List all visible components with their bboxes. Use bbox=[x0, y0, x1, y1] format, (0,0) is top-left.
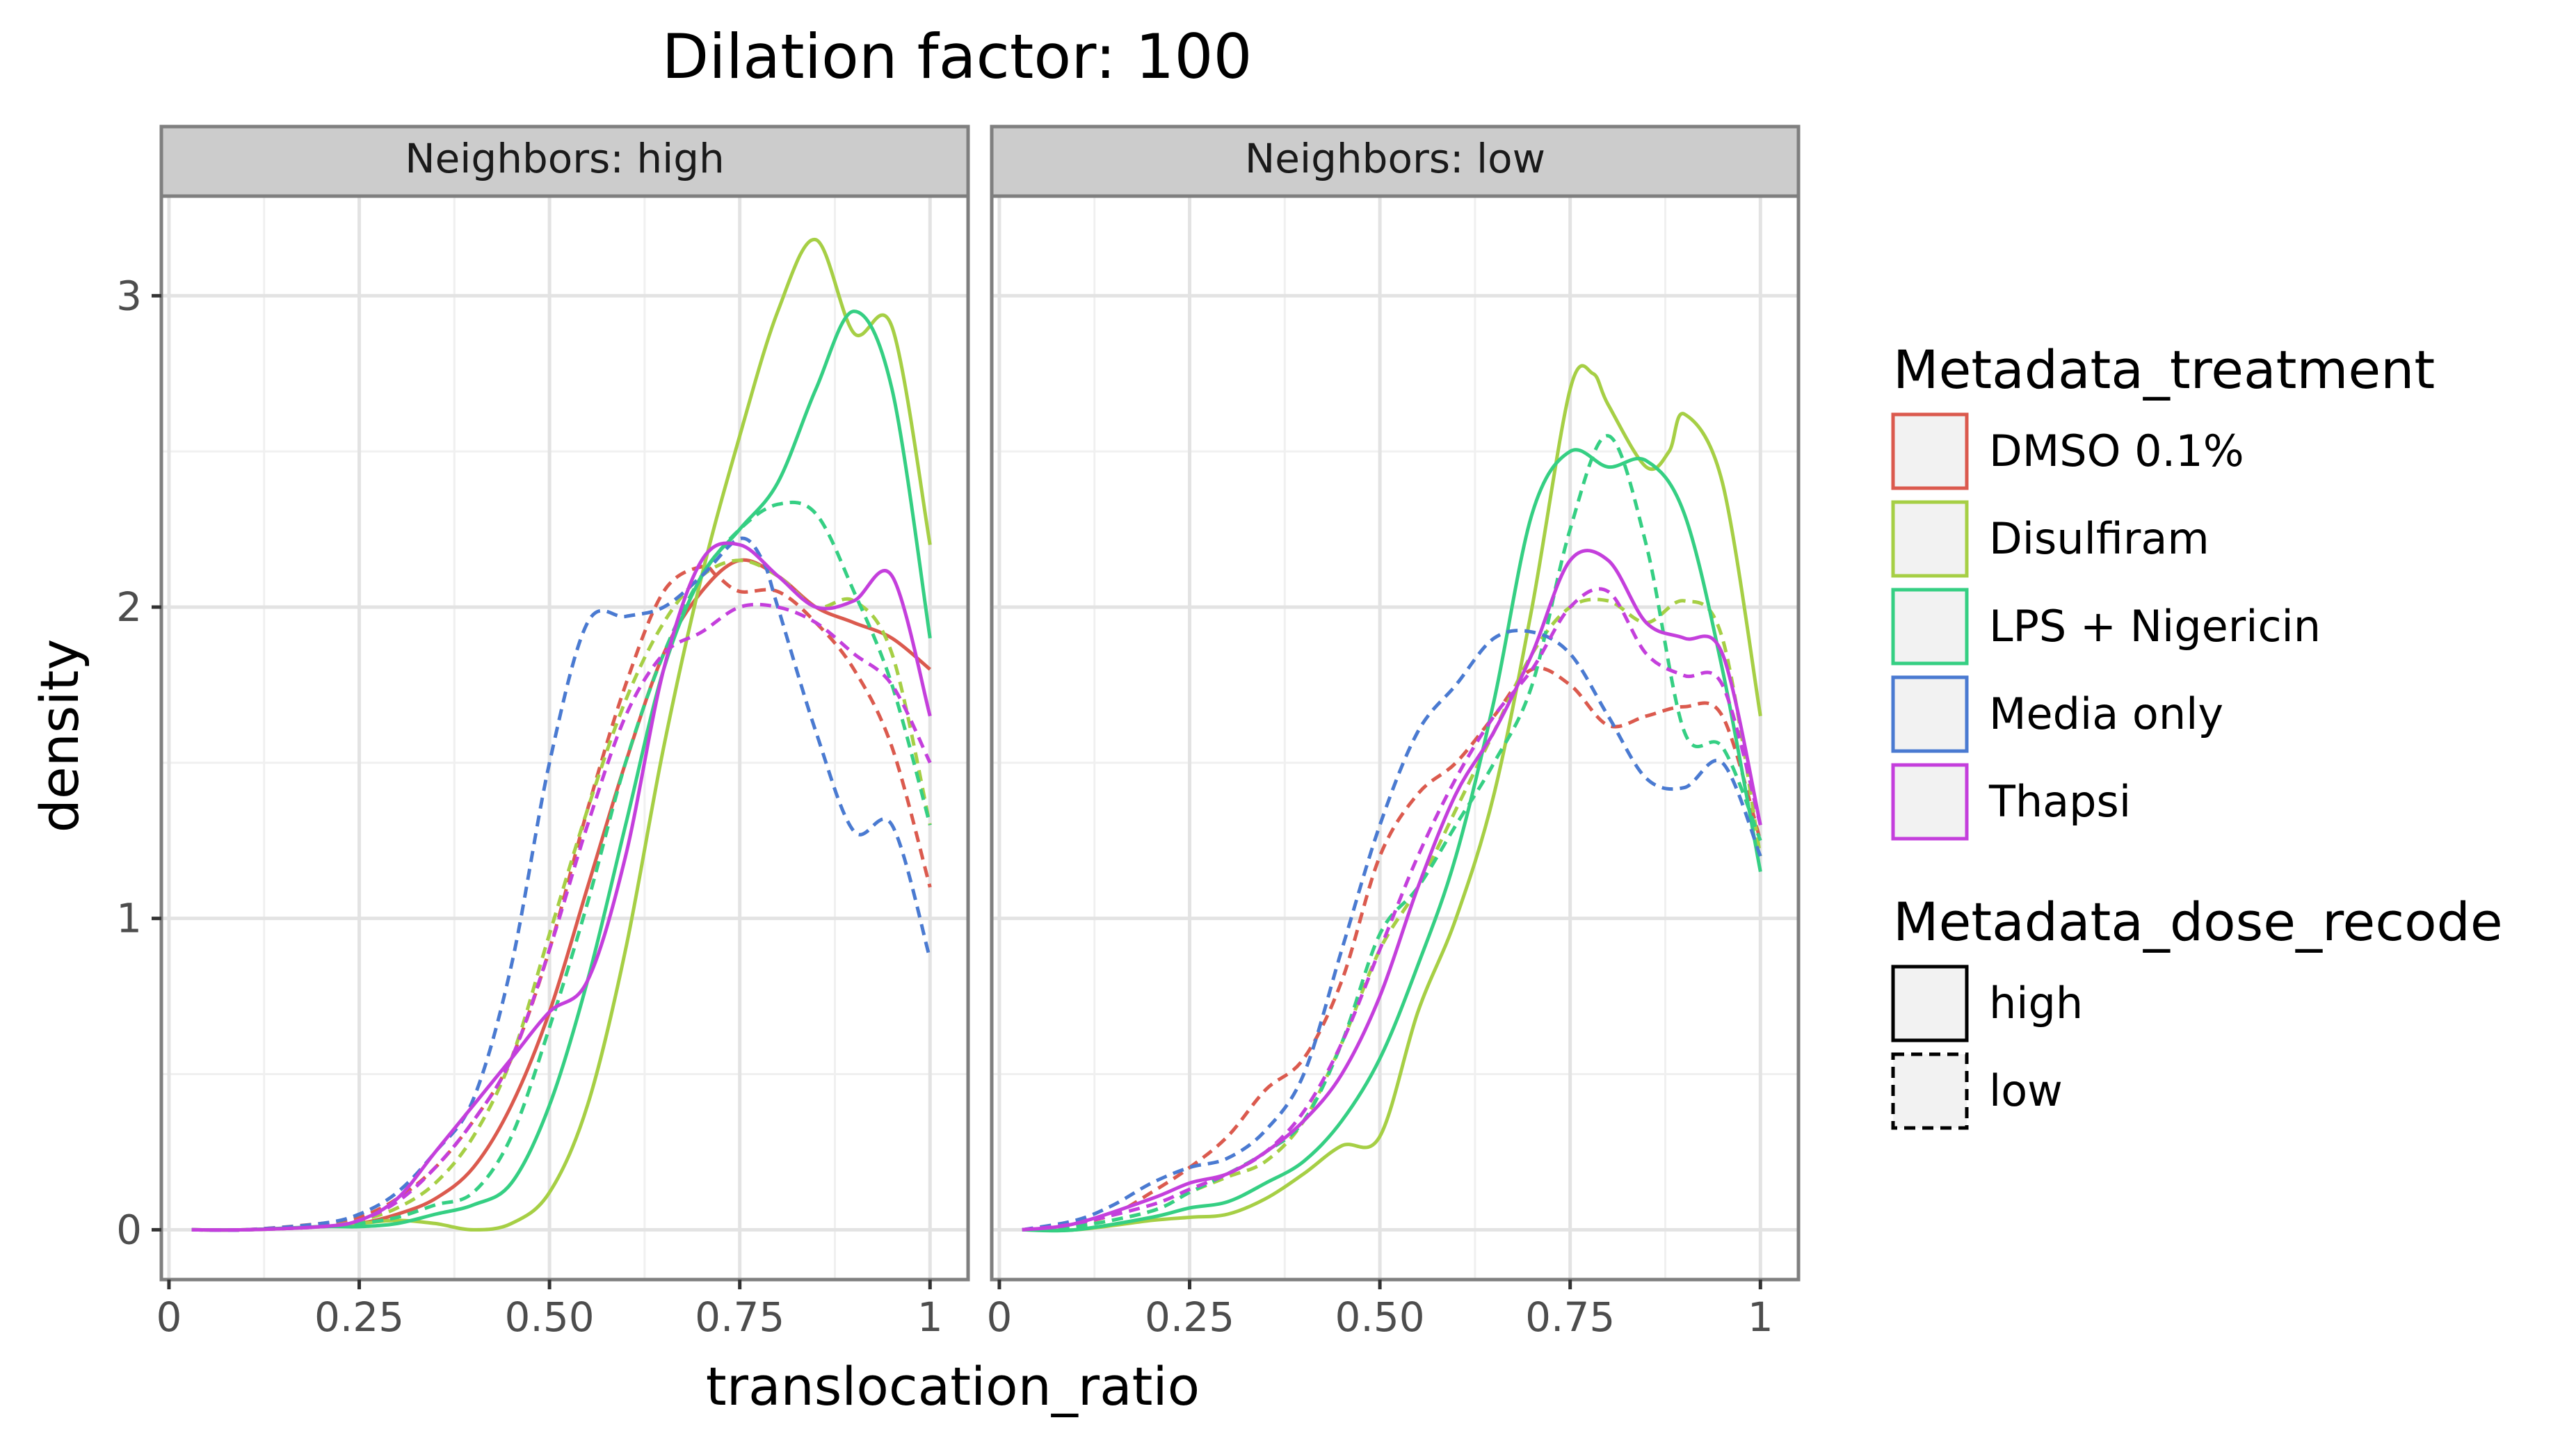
panel-border bbox=[159, 194, 970, 1282]
x-tick-label: 1 bbox=[917, 1293, 943, 1341]
series-line-dmso-0-1-low bbox=[191, 564, 932, 1232]
grid-lines bbox=[161, 196, 968, 1280]
series-lines bbox=[1022, 364, 1762, 1233]
x-tick-label: 0.75 bbox=[1525, 1293, 1615, 1341]
x-tick-label: 0 bbox=[156, 1293, 182, 1341]
grid-lines bbox=[992, 196, 1798, 1280]
series-line-media-only-low bbox=[191, 536, 932, 1232]
facet-panel-neighbors-high: Neighbors: high 0 0.25 0.50 0.75 1 0 1 2 3 bbox=[116, 124, 970, 1341]
legend-key-color bbox=[1891, 500, 1969, 578]
y-axis-title: density bbox=[29, 639, 90, 833]
facet-strip-label: Neighbors: low bbox=[1245, 135, 1545, 182]
legend: Metadata_treatment DMSO 0.1% Disulfiram LP… bbox=[1891, 339, 2503, 1130]
x-tick-label: 0.50 bbox=[505, 1293, 595, 1341]
x-axis: 0 0.25 0.50 0.75 1 bbox=[156, 1280, 943, 1341]
legend-label: Media only bbox=[1989, 688, 2223, 739]
series-line-dmso-0-1-low bbox=[1022, 666, 1762, 1232]
legend-linetype-entries: high low bbox=[1891, 965, 2083, 1130]
legend-key-color bbox=[1891, 588, 1969, 666]
x-axis-title: translocation_ratio bbox=[706, 1355, 1200, 1417]
series-line-thapsi-low bbox=[1022, 587, 1762, 1232]
x-tick-label: 1 bbox=[1748, 1293, 1773, 1341]
legend-key-color bbox=[1891, 412, 1969, 490]
legend-color-entries: DMSO 0.1% Disulfiram LPS + Nigericin Media … bbox=[1891, 412, 2321, 841]
legend-label: LPS + Nigericin bbox=[1989, 601, 2321, 652]
series-line-lps-nigericin-low bbox=[191, 500, 932, 1232]
facet-strip bbox=[159, 124, 970, 198]
series-line-lps-nigericin-high bbox=[191, 309, 932, 1232]
facet-strip-label: Neighbors: high bbox=[405, 135, 725, 182]
panel-background bbox=[161, 196, 968, 1280]
facet-strip bbox=[990, 124, 1801, 198]
panel-background bbox=[992, 196, 1798, 1280]
y-tick-label: 2 bbox=[116, 583, 142, 631]
x-tick-label: 0.50 bbox=[1335, 1293, 1425, 1341]
series-lines bbox=[191, 238, 932, 1232]
y-tick-label: 0 bbox=[116, 1206, 142, 1253]
facet-panel-neighbors-low: Neighbors: low 0 0.25 0.50 0.75 1 bbox=[986, 124, 1801, 1341]
panel-border bbox=[990, 194, 1801, 1282]
legend-key-color bbox=[1891, 675, 1969, 753]
y-tick-label: 1 bbox=[116, 895, 142, 942]
y-tick-label: 3 bbox=[116, 272, 142, 319]
legend-label: high bbox=[1989, 978, 2083, 1029]
legend-key-color bbox=[1891, 763, 1969, 841]
series-line-disulfiram-high bbox=[191, 238, 932, 1232]
legend-linetype-title: Metadata_dose_recode bbox=[1893, 891, 2503, 953]
legend-label: Disulfiram bbox=[1989, 513, 2209, 564]
legend-label: DMSO 0.1% bbox=[1989, 426, 2244, 476]
series-line-thapsi-high bbox=[1022, 549, 1762, 1232]
legend-key-linetype bbox=[1891, 965, 1969, 1042]
x-tick-label: 0.25 bbox=[1145, 1293, 1234, 1341]
x-axis: 0 0.25 0.50 0.75 1 bbox=[986, 1280, 1773, 1341]
series-line-thapsi-low bbox=[191, 602, 932, 1232]
x-tick-label: 0.75 bbox=[695, 1293, 784, 1341]
legend-label: Thapsi bbox=[1988, 776, 2131, 827]
x-tick-label: 0 bbox=[986, 1293, 1012, 1341]
series-line-media-only-low bbox=[1022, 629, 1762, 1232]
legend-label: low bbox=[1989, 1065, 2063, 1116]
chart-title: Dilation factor: 100 bbox=[662, 21, 1253, 92]
series-line-disulfiram-high bbox=[1022, 364, 1762, 1232]
series-line-lps-nigericin-high bbox=[1022, 448, 1762, 1233]
x-tick-label: 0.25 bbox=[314, 1293, 404, 1341]
y-axis: 0 1 2 3 bbox=[116, 272, 161, 1253]
legend-key-linetype bbox=[1891, 1052, 1969, 1130]
legend-color-title: Metadata_treatment bbox=[1893, 339, 2435, 401]
